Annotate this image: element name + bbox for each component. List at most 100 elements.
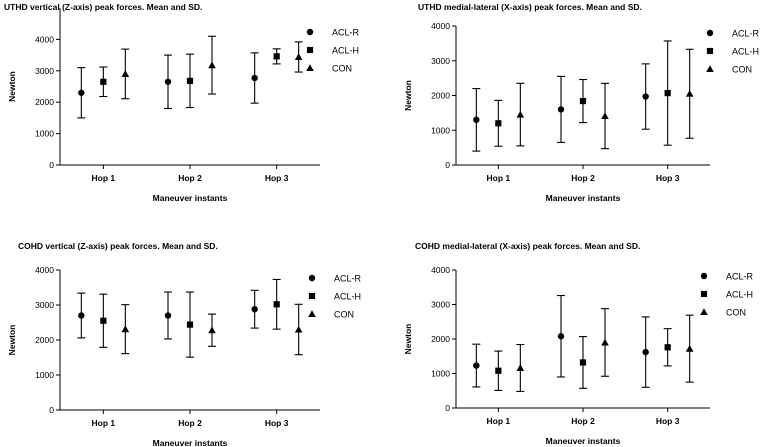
legend-marker-circle (308, 274, 316, 282)
x-tick-label: Hop 3 (265, 418, 289, 428)
chart-title: COHD vertical (Z-axis) peak forces. Mean… (18, 241, 218, 251)
series-con (516, 308, 694, 392)
data-point-circle (557, 333, 565, 340)
data-point-square (579, 97, 587, 105)
data-point-triangle (516, 364, 525, 372)
legend-label: ACL-H (726, 290, 753, 300)
y-tick-label: 4000 (431, 265, 450, 275)
x-axis-label: Maneuver instants (546, 193, 621, 203)
legend: ACL-R ACL-H CON (308, 274, 362, 320)
y-tick-label: 0 (445, 403, 450, 413)
legend-label: ACL-R (732, 29, 760, 39)
data-point-triangle (685, 89, 694, 97)
x-tick-label: Hop 1 (92, 173, 116, 183)
y-tick-label: 0 (445, 160, 450, 170)
y-tick-label: 2000 (431, 334, 450, 344)
legend-marker-triangle (706, 65, 714, 73)
data-point-circle (642, 93, 649, 100)
chart-panel-3: COHD vertical (Z-axis) peak forces. Mean… (7, 241, 362, 447)
y-tick-label: 2000 (431, 91, 450, 101)
legend-marker-square (706, 47, 714, 55)
data-point-triangle (294, 53, 303, 61)
data-point-circle (251, 74, 258, 82)
y-tick-label: 4000 (35, 265, 54, 275)
legend-label: ACL-R (334, 274, 362, 284)
data-point-square (100, 78, 107, 85)
data-point-triangle (121, 325, 130, 333)
x-tick-label: Hop 1 (92, 418, 116, 428)
x-tick-label: Hop 2 (571, 173, 595, 183)
x-tick-label: Hop 1 (487, 416, 511, 426)
y-tick-label: 3000 (35, 66, 54, 76)
data-point-circle (78, 312, 85, 319)
series-acl-r (472, 294, 650, 388)
legend-label: CON (726, 308, 746, 318)
chart-title: COHD medial-lateral (X-axis) peak forces… (415, 241, 640, 251)
data-point-square (664, 89, 671, 97)
series-con (121, 303, 303, 356)
y-tick-label: 0 (49, 160, 54, 170)
x-tick-label: Hop 2 (178, 418, 202, 428)
y-axis-label: Newton (7, 325, 17, 356)
chart-title: UTHD medial-lateral (X-axis) peak forces… (418, 2, 642, 12)
y-tick-label: 1000 (35, 129, 54, 139)
legend-label: CON (332, 64, 352, 74)
legend-label: CON (732, 65, 752, 75)
data-point-square (100, 317, 107, 324)
y-tick-label: 4000 (35, 34, 54, 44)
x-axis-label: Maneuver instants (546, 436, 621, 446)
data-point-triangle (121, 70, 130, 77)
chart-panel-4: COHD medial-lateral (X-axis) peak forces… (403, 241, 754, 446)
data-point-square (579, 359, 587, 366)
data-point-circle (642, 348, 649, 356)
legend: ACL-R ACL-H CON (700, 272, 754, 318)
data-point-triangle (601, 338, 609, 346)
x-axis-label: Maneuver instants (153, 193, 228, 203)
chart-panel-2: UTHD medial-lateral (X-axis) peak forces… (403, 2, 760, 203)
legend-label: ACL-R (332, 28, 360, 38)
data-point-circle (557, 106, 565, 113)
series-con (516, 48, 694, 150)
legend-marker-square (700, 290, 708, 298)
data-point-circle (164, 312, 172, 319)
legend-label: ACL-R (726, 272, 754, 282)
y-tick-label: 3000 (431, 56, 450, 66)
y-tick-label: 1000 (431, 369, 450, 379)
x-tick-label: Hop 3 (656, 173, 680, 183)
data-point-square (495, 367, 502, 374)
data-point-triangle (685, 344, 694, 352)
legend-marker-square (306, 46, 314, 54)
data-point-square (273, 53, 280, 60)
x-tick-label: Hop 2 (178, 173, 202, 183)
x-tick-label: Hop 3 (656, 416, 680, 426)
legend-label: ACL-H (332, 46, 359, 56)
data-point-square (186, 77, 194, 84)
y-tick-label: 2000 (35, 335, 54, 345)
data-point-circle (164, 78, 172, 85)
x-tick-label: Hop 2 (571, 416, 595, 426)
y-tick-label: 3000 (35, 300, 54, 310)
y-tick-label: 1000 (431, 125, 450, 135)
data-point-triangle (208, 61, 216, 69)
legend: ACL-R ACL-H CON (706, 29, 760, 75)
y-axis-label: Newton (7, 71, 17, 102)
y-tick-label: 4000 (431, 21, 450, 31)
chart-title: UTHD vertical (Z-axis) peak forces. Mean… (4, 2, 202, 12)
data-point-triangle (294, 325, 303, 333)
legend-marker-triangle (306, 64, 314, 72)
data-point-triangle (208, 326, 216, 334)
legend-label: ACL-H (334, 292, 361, 302)
data-point-circle (473, 116, 480, 124)
data-point-circle (473, 362, 480, 369)
legend-marker-circle (706, 29, 714, 37)
series-con (121, 35, 303, 100)
data-point-square (273, 301, 280, 308)
series-acl-r (77, 289, 259, 340)
legend-label: CON (334, 310, 354, 320)
series-acl-h (494, 328, 672, 391)
x-axis-label: Maneuver instants (153, 438, 228, 447)
y-axis-label: Newton (403, 80, 413, 111)
legend-marker-triangle (700, 308, 708, 316)
legend: ACL-R ACL-H CON (306, 28, 360, 74)
